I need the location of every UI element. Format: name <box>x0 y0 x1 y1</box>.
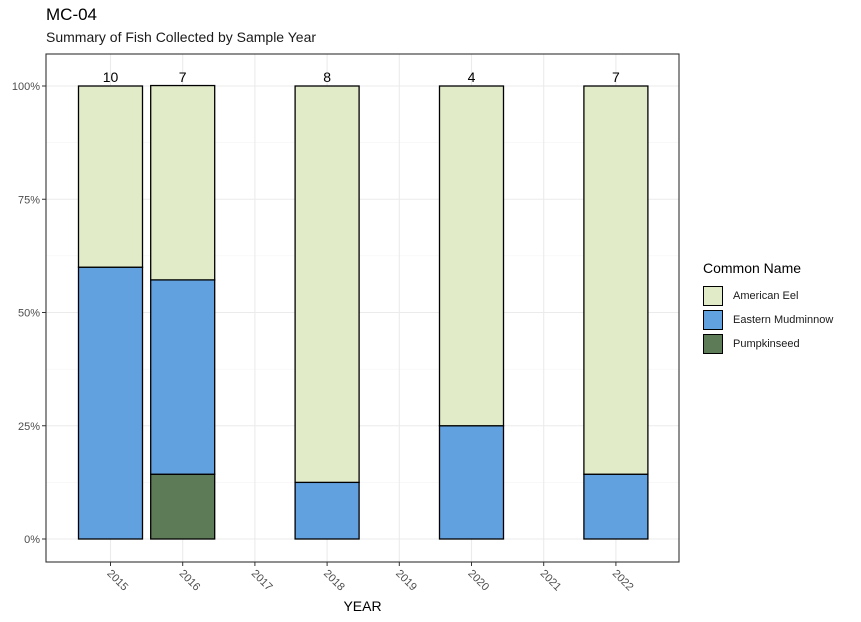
bar-american-eel-2020 <box>438 85 505 427</box>
legend-swatch <box>703 286 723 306</box>
bar-eastern-mudminnow-2018 <box>294 481 360 540</box>
legend-label: American Eel <box>733 290 799 302</box>
legend-title: Common Name <box>703 260 802 276</box>
total-label-2020: 4 <box>468 69 476 85</box>
plot-border <box>45 53 680 563</box>
x-tick-label-2015: 2015 <box>104 568 130 594</box>
chart-title: MC-04 <box>46 5 98 24</box>
bar-american-eel-2016 <box>150 84 216 281</box>
total-label-2022: 7 <box>612 69 620 85</box>
y-tick-label: 50% <box>18 308 40 320</box>
bar-pumpkinseed-2016 <box>150 473 216 540</box>
bar-american-eel-2022 <box>583 85 649 475</box>
legend-label: Eastern Mudminnow <box>733 314 834 326</box>
legend: Common Name American Eel Eastern Mudminn… <box>703 260 833 356</box>
x-tick-label-2019: 2019 <box>393 568 419 594</box>
bar-eastern-mudminnow-2020 <box>438 425 505 540</box>
legend-item-pumpkinseed: Pumpkinseed <box>703 332 833 356</box>
chart-subtitle: Summary of Fish Collected by Sample Year <box>46 29 317 45</box>
total-label-2018: 8 <box>323 69 331 85</box>
legend-label: Pumpkinseed <box>733 338 800 350</box>
x-tick-label-2017: 2017 <box>249 568 275 594</box>
y-tick-label: 0% <box>24 534 40 546</box>
y-tick-label: 75% <box>18 194 40 206</box>
x-tick-label-2021: 2021 <box>538 568 564 594</box>
legend-item-eastern-mudminnow: Eastern Mudminnow <box>703 308 833 332</box>
total-label-2016: 7 <box>179 69 187 85</box>
x-tick-label-2020: 2020 <box>465 568 491 594</box>
x-tick-label-2016: 2016 <box>177 568 203 594</box>
bar-eastern-mudminnow-2016 <box>150 279 216 475</box>
legend-swatch <box>703 334 723 354</box>
total-label-2015: 10 <box>103 69 119 85</box>
bar-american-eel-2018 <box>294 85 360 484</box>
x-tick-label-2022: 2022 <box>610 568 636 594</box>
bar-eastern-mudminnow-2015 <box>77 266 144 540</box>
x-axis-title: YEAR <box>343 598 381 614</box>
legend-swatch <box>703 310 723 330</box>
legend-item-american-eel: American Eel <box>703 284 833 308</box>
y-tick-label: 25% <box>18 421 40 433</box>
x-tick-label-2018: 2018 <box>321 568 347 594</box>
bar-eastern-mudminnow-2022 <box>583 473 649 540</box>
y-tick-label: 100% <box>12 81 40 93</box>
bar-american-eel-2015 <box>77 85 144 268</box>
